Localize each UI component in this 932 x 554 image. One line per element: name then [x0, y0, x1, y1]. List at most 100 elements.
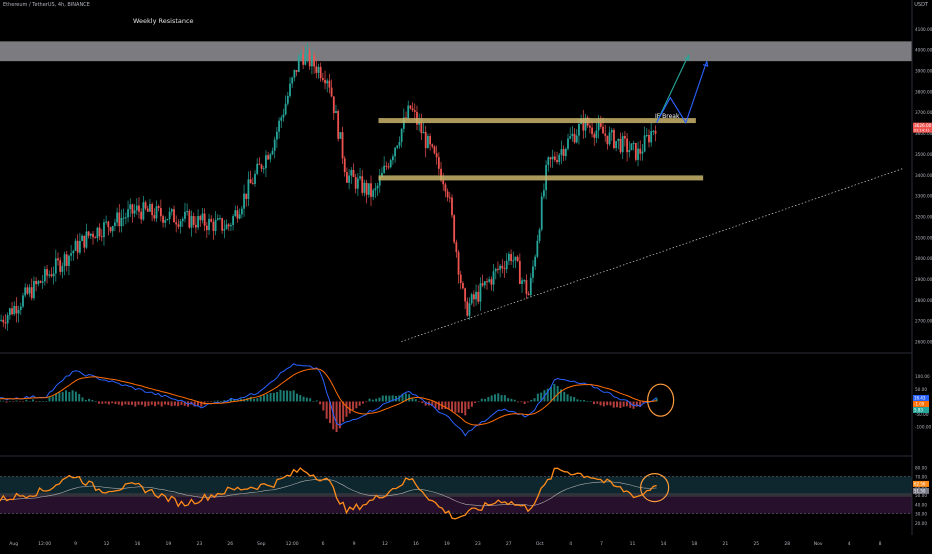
candle-body	[188, 211, 191, 228]
candle-body	[512, 260, 515, 262]
candle-body	[446, 191, 449, 198]
macd-histogram-bar	[540, 392, 543, 402]
macd-histogram-bar	[289, 391, 292, 402]
candle-body	[420, 121, 423, 134]
macd-histogram-bar	[487, 397, 490, 402]
ascending-trendline	[401, 168, 903, 342]
candle-body	[396, 145, 399, 148]
candle-body	[610, 130, 613, 133]
candle-body	[319, 66, 322, 79]
projection-path-2	[656, 60, 708, 124]
candles-layer	[0, 43, 657, 331]
candle-body	[240, 208, 243, 215]
price-tick-label: 3800.00	[915, 89, 932, 94]
macd-histogram-bar	[378, 397, 381, 402]
macd-histogram-bar	[355, 401, 358, 409]
macd-histogram-bar	[325, 401, 328, 419]
candle-body	[304, 53, 307, 65]
macd-histogram-bar	[111, 401, 114, 404]
candle-body	[593, 134, 596, 138]
candle-body	[407, 105, 410, 119]
macd-histogram-bar	[114, 401, 117, 404]
candle-body	[127, 209, 129, 218]
price-tick-label: 3500.00	[915, 152, 932, 157]
macd-histogram-bar	[622, 401, 625, 407]
macd-line	[0, 363, 657, 437]
candle-body	[219, 218, 221, 220]
macd-histogram-bar	[299, 394, 302, 402]
candle-body	[92, 233, 94, 238]
candle-body	[481, 283, 484, 286]
macd-histogram-bar	[84, 399, 87, 402]
macd-histogram-bar	[150, 401, 153, 405]
price-tick-label: 3300.00	[915, 194, 932, 199]
macd-histogram-bar	[117, 401, 120, 405]
candle-body	[103, 222, 105, 238]
macd-histogram-bar	[361, 401, 364, 404]
candle-body	[492, 271, 495, 285]
time-tick-label: 18	[692, 541, 698, 547]
candle-body	[648, 135, 650, 143]
projection-path-1	[656, 54, 690, 123]
candle-body	[8, 308, 11, 316]
candle-body	[286, 95, 289, 104]
candle-body	[157, 206, 160, 209]
candle-body	[475, 291, 477, 300]
macd-histogram-bar	[193, 401, 196, 407]
candle-body	[280, 117, 283, 121]
macd-value-label: 5.83	[914, 408, 923, 413]
macd-histogram-bar	[295, 393, 298, 402]
rsi-midline-band	[0, 493, 912, 497]
macd-histogram-bar	[22, 401, 25, 403]
candle-body	[173, 209, 175, 223]
candle-body	[571, 133, 574, 137]
candle-body	[472, 294, 475, 300]
candle-body	[43, 269, 46, 282]
candle-body	[356, 178, 359, 189]
candle-body	[457, 252, 460, 275]
macd-histogram-bar	[286, 390, 289, 402]
candle-body	[236, 210, 239, 219]
candle-body	[175, 222, 178, 225]
macd-histogram-bar	[61, 392, 64, 402]
macd-value-tag	[913, 407, 929, 413]
candle-body	[341, 132, 344, 159]
candle-body	[540, 196, 543, 230]
macd-histogram-bar	[309, 398, 312, 402]
candle-body	[411, 108, 414, 111]
candle-body	[254, 173, 256, 184]
macd-histogram-bar	[368, 398, 371, 402]
macd-histogram-bar	[421, 401, 424, 404]
macd-histogram-bar	[546, 388, 549, 402]
macd-histogram-bar	[233, 399, 236, 402]
candle-body	[624, 135, 626, 139]
candle-body	[52, 273, 55, 277]
rsi-tick-label: 20.00	[915, 521, 927, 526]
macd-histogram-bar	[216, 400, 219, 402]
time-tick-label: 14	[661, 541, 667, 547]
macd-tick-label: 50.00	[915, 387, 927, 392]
candle-body	[613, 130, 615, 149]
macd-histogram-bar	[550, 386, 553, 402]
macd-histogram-bar	[451, 401, 454, 412]
candle-body	[63, 254, 66, 267]
levels-layer	[378, 54, 903, 342]
candle-body	[405, 117, 407, 119]
candle-body	[98, 227, 101, 237]
if-break-label: IF Break	[655, 113, 680, 120]
candle-body	[503, 268, 506, 270]
candle-body	[13, 305, 16, 315]
candle-body	[15, 305, 18, 314]
candle-body	[186, 211, 189, 213]
time-tick-label: 23	[475, 541, 481, 547]
candle-body	[57, 258, 59, 261]
candle-body	[168, 211, 171, 220]
candle-body	[65, 254, 68, 266]
macd-histogram-bar	[592, 401, 595, 405]
symbol-header[interactable]: Ethereum / TetherUS, 4h, BINANCE	[3, 2, 90, 8]
macd-histogram-bar	[104, 401, 107, 404]
macd-histogram-bar	[58, 392, 61, 402]
macd-histogram-bar	[107, 401, 110, 405]
macd-histogram-bar	[64, 390, 67, 402]
